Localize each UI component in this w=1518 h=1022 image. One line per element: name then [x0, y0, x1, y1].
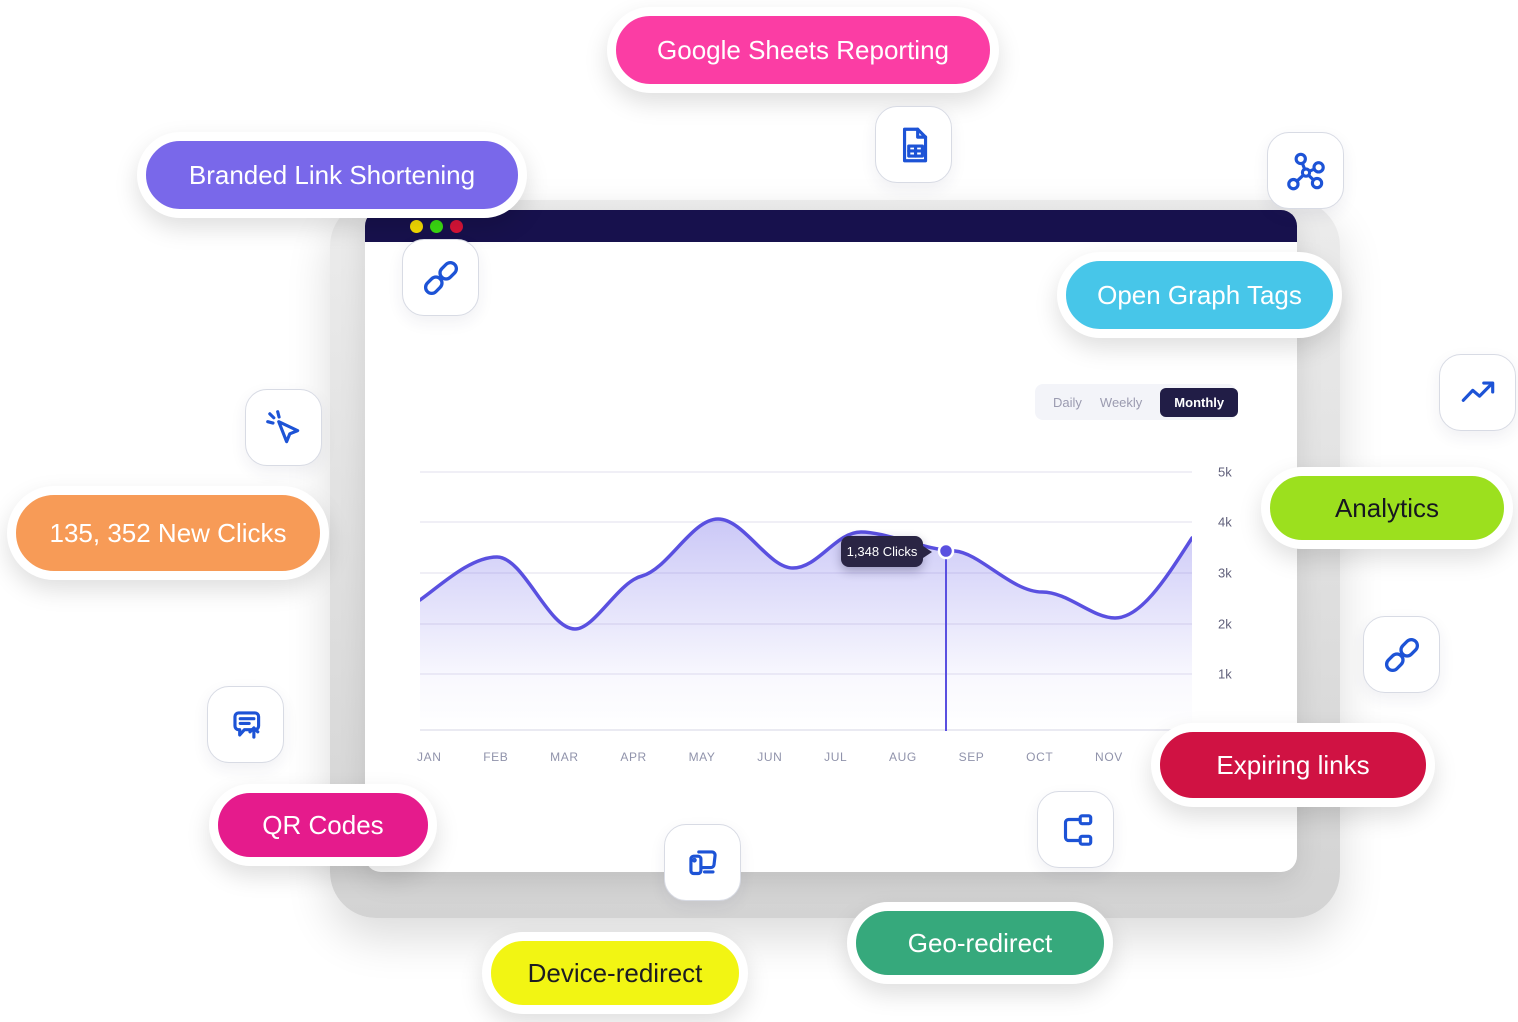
x-axis-label: AUG: [889, 750, 917, 764]
x-axis-label: JUL: [824, 750, 848, 764]
cursor-click-tile: [245, 389, 322, 466]
cursor-click-icon: [265, 409, 299, 443]
badge-expiring-links: Expiring links: [1151, 723, 1435, 807]
x-axis-label: JUN: [757, 750, 783, 764]
chart-tooltip: 1,348 Clicks: [841, 536, 923, 567]
traffic-lights: [410, 219, 463, 233]
devices-icon: [688, 849, 717, 875]
close-dot[interactable]: [450, 219, 463, 233]
chart-svg: [418, 471, 1194, 731]
badge-new-clicks: 135, 352 New Clicks: [7, 486, 329, 580]
x-axis-label: JAN: [417, 750, 442, 764]
network-tile: [1267, 132, 1344, 209]
spreadsheet-icon: [902, 127, 927, 162]
x-axis: JAN FEB MAR APR MAY JUN JUL AUG SEP OCT …: [417, 750, 1123, 764]
toggle-weekly[interactable]: Weekly: [1099, 394, 1143, 410]
network-nodes-icon: [1286, 152, 1325, 190]
badge-qr-codes: QR Codes: [209, 784, 437, 866]
y-axis-label: 5k: [1218, 464, 1232, 480]
area-fill: [420, 519, 1192, 731]
badge-analytics: Analytics: [1261, 467, 1513, 549]
x-axis-label: FEB: [483, 750, 509, 764]
marker-dot[interactable]: [937, 542, 955, 560]
message-share-icon: [232, 710, 260, 739]
link-icon: [1384, 637, 1419, 672]
x-axis-label: NOV: [1095, 750, 1123, 764]
badge-google-sheets-reporting: Google Sheets Reporting: [607, 7, 999, 93]
badge-device-redirect: Device-redirect: [482, 932, 748, 1014]
link-tile-right: [1363, 616, 1440, 693]
trending-up-icon: [1461, 380, 1494, 402]
sitemap-tree-icon: [1063, 813, 1092, 846]
sitemap-tile: [1037, 791, 1114, 868]
y-axis-label: 1k: [1218, 666, 1232, 682]
window-titlebar: [365, 210, 1297, 242]
clicks-chart: 1,348 Clicks: [418, 460, 1194, 731]
link-tile-window: [402, 239, 479, 316]
maximize-dot[interactable]: [430, 219, 443, 233]
trend-tile: [1439, 354, 1516, 431]
x-axis-label: MAY: [688, 750, 716, 764]
devices-tile: [664, 824, 741, 901]
x-axis-label: APR: [620, 750, 647, 764]
x-axis-label: OCT: [1026, 750, 1054, 764]
spreadsheet-tile: [875, 106, 952, 183]
toggle-monthly[interactable]: Monthly: [1160, 387, 1239, 417]
x-axis-label: SEP: [958, 750, 985, 764]
message-share-tile: [207, 686, 284, 763]
toggle-daily[interactable]: Daily: [1053, 394, 1082, 410]
y-axis-label: 4k: [1218, 514, 1232, 530]
link-icon: [423, 260, 458, 295]
trend-line: [418, 517, 1194, 631]
badge-branded-link-shortening: Branded Link Shortening: [137, 132, 527, 218]
badge-geo-redirect: Geo-redirect: [847, 902, 1113, 984]
period-toggle: Daily Weekly Monthly: [1035, 384, 1239, 420]
badge-open-graph-tags: Open Graph Tags: [1057, 252, 1342, 338]
y-axis-label: 3k: [1218, 565, 1232, 581]
x-axis-label: MAR: [550, 750, 579, 764]
minimize-dot[interactable]: [410, 219, 423, 233]
y-axis-label: 2k: [1218, 616, 1232, 632]
